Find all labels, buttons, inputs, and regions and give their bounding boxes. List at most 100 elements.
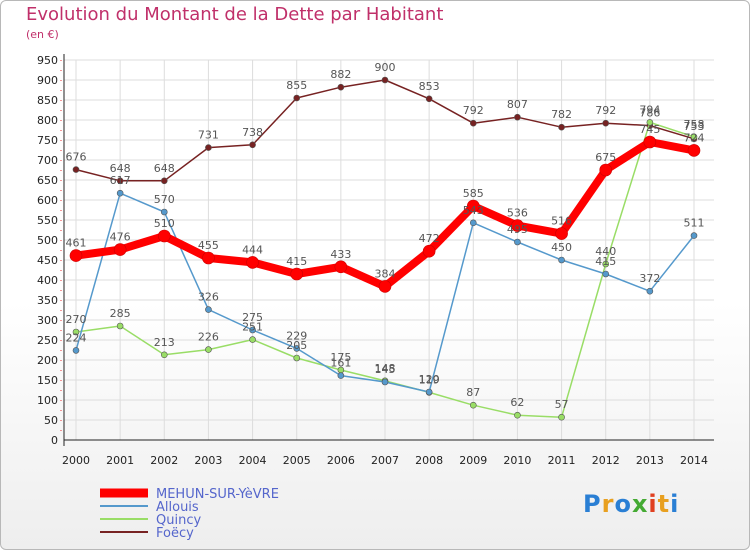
series-3-point-2000 <box>72 166 80 173</box>
proxiti-logo: Proxiti <box>583 490 679 518</box>
y-tick-400: 400 <box>37 274 58 287</box>
y-tick-500: 500 <box>37 234 58 247</box>
series-1-point-2009 <box>469 219 477 227</box>
series-2-point-2000 <box>72 328 80 336</box>
series-1-point-2013 <box>646 287 654 295</box>
series-1-point-2010 <box>514 238 521 246</box>
series-3-point-2006 <box>337 83 345 91</box>
x-tick-2001: 2001 <box>106 454 134 467</box>
y-tick-150: 150 <box>37 374 58 387</box>
y-tick-200: 200 <box>37 354 58 367</box>
logo-letter: t <box>657 490 671 518</box>
logo-letter: r <box>601 490 615 518</box>
x-tick-2000: 2000 <box>62 454 90 467</box>
series-2-label-2003: 226 <box>198 331 219 344</box>
series-2-label-2008: 119 <box>419 373 440 386</box>
y-tick-550: 550 <box>37 214 58 227</box>
series-3-point-2008 <box>425 95 433 103</box>
series-1-point-2006 <box>337 372 345 379</box>
series-2-label-2004: 251 <box>242 321 263 334</box>
series-0-label-2003: 455 <box>198 239 219 252</box>
series-2-label-2001: 285 <box>110 307 131 320</box>
series-2-point-2014 <box>690 133 698 141</box>
x-tick-2003: 2003 <box>194 454 222 467</box>
series-3-point-2001 <box>116 177 124 185</box>
series-0-label-2001: 476 <box>110 231 131 244</box>
x-tick-2010: 2010 <box>503 454 531 467</box>
series-3-label-2014: 753 <box>684 120 705 133</box>
x-tick-2004: 2004 <box>239 454 267 467</box>
legend-label-1: Allouis <box>156 500 199 515</box>
series-3-label-2000: 676 <box>66 151 87 164</box>
series-1-point-2000 <box>72 347 80 354</box>
y-tick-100: 100 <box>37 394 58 407</box>
series-1-point-2005 <box>293 345 301 352</box>
series-1-label-2002: 570 <box>154 193 175 206</box>
series-0-point-2001 <box>113 243 127 256</box>
series-3-label-2010: 807 <box>507 98 528 111</box>
x-tick-2013: 2013 <box>636 454 664 467</box>
y-tick-900: 900 <box>37 74 58 87</box>
series-0-label-2012: 675 <box>595 151 616 164</box>
series-0-point-2010 <box>511 219 524 232</box>
y-tick-650: 650 <box>37 174 58 187</box>
series-2-label-2009: 87 <box>466 386 480 399</box>
series-3-point-2009 <box>469 119 477 127</box>
series-2-point-2009 <box>469 401 477 409</box>
series-1-point-2014 <box>690 232 698 239</box>
series-2-point-2011 <box>558 413 565 421</box>
series-3-point-2003 <box>205 144 212 151</box>
series-1-label-2014: 511 <box>684 217 705 230</box>
series-0-point-2005 <box>290 267 304 281</box>
series-1-point-2012 <box>602 270 610 278</box>
series-3-label-2012: 792 <box>595 104 616 117</box>
series-1-label-2010: 495 <box>507 223 528 236</box>
series-1-point-2003 <box>205 306 212 313</box>
y-tick-850: 850 <box>37 94 58 107</box>
series-1-label-2009: 543 <box>463 204 484 217</box>
series-0-point-2006 <box>334 260 348 274</box>
series-2-label-2007: 148 <box>375 362 396 375</box>
series-2-label-2010: 62 <box>510 396 524 409</box>
logo-letter: P <box>583 490 602 518</box>
series-0-label-2009: 585 <box>463 187 484 200</box>
series-3-label-2013: 786 <box>639 107 660 120</box>
logo-letter: i <box>670 490 680 518</box>
series-1-point-2011 <box>558 256 565 264</box>
series-3-point-2011 <box>558 123 565 131</box>
series-1-label-2001: 617 <box>110 174 131 187</box>
logo-letter: o <box>614 490 632 518</box>
series-0-label-2007: 384 <box>375 267 396 280</box>
series-1-label-2005: 229 <box>286 329 307 342</box>
x-tick-2007: 2007 <box>371 454 399 467</box>
series-0-point-2004 <box>246 256 259 269</box>
series-0-point-2011 <box>555 227 568 240</box>
series-3-label-2004: 738 <box>242 126 263 139</box>
series-1-label-2003: 326 <box>198 291 219 304</box>
series-1-label-2008: 120 <box>419 373 440 386</box>
y-tick-750: 750 <box>37 134 58 147</box>
series-0-label-2006: 433 <box>330 248 351 261</box>
series-1-point-2004 <box>249 326 256 334</box>
series-0-point-2007 <box>378 280 392 293</box>
x-tick-2005: 2005 <box>283 454 311 467</box>
series-3-point-2005 <box>293 94 301 102</box>
series-2-point-2010 <box>514 411 521 419</box>
legend-label-0: MEHUN-SUR-YèVRE <box>156 487 279 502</box>
chart-title: Evolution du Montant de la Dette par Hab… <box>26 4 444 25</box>
series-1-label-2011: 450 <box>551 241 572 254</box>
series-0-point-2003 <box>202 251 215 265</box>
series-3-point-2002 <box>160 177 168 185</box>
y-tick-350: 350 <box>37 294 58 307</box>
y-tick-250: 250 <box>37 334 58 347</box>
series-3-label-2001: 648 <box>110 162 131 175</box>
series-0-label-2000: 461 <box>66 237 87 250</box>
series-2-point-2002 <box>160 351 168 359</box>
chart-subtitle: (en €) <box>26 28 59 41</box>
series-0-point-2012 <box>599 163 613 177</box>
y-tick-0: 0 <box>51 434 58 447</box>
series-2-point-2012 <box>602 260 610 268</box>
series-0-point-2008 <box>422 244 436 258</box>
